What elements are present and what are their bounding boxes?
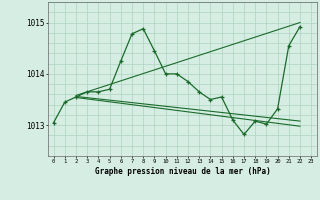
X-axis label: Graphe pression niveau de la mer (hPa): Graphe pression niveau de la mer (hPa) xyxy=(94,167,270,176)
